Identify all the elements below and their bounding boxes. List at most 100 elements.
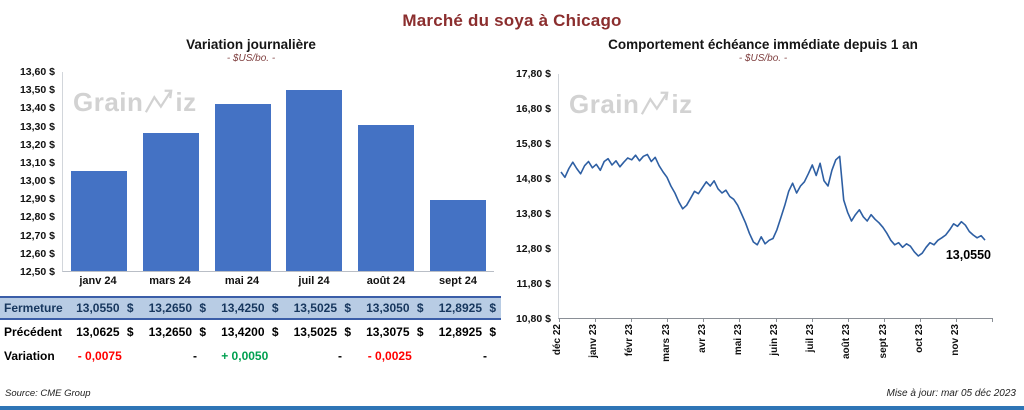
price-line-series <box>560 153 986 257</box>
price-value: 12,8925 <box>438 301 482 315</box>
variation-value: - 0,0025 <box>367 349 412 363</box>
variation-value: - 0,0075 <box>77 349 122 363</box>
currency-symbol: $ <box>126 301 134 315</box>
y-axis-label: 12,90 $ <box>19 193 55 206</box>
month-label: oct 23 <box>913 324 925 353</box>
quote-table: Fermeture 13,0550 $13,2650 $13,4250 $13,5025… <box>0 296 501 368</box>
price-value: 13,0625 <box>76 325 120 339</box>
bar-x-axis-labels: janv 24 mars 24 mai 24 juil 24 août 24 sept 2… <box>62 275 494 287</box>
x-axis-tick <box>919 318 921 322</box>
table-cell: 13,0625 $ <box>66 320 139 344</box>
price-value: 13,2650 <box>148 301 192 315</box>
y-axis-label: 13,60 $ <box>19 66 55 78</box>
currency-symbol: $ <box>126 325 134 339</box>
table-row-fermeture: Fermeture 13,0550 $13,2650 $13,4250 $13,5025… <box>0 296 501 320</box>
y-axis-label: 10,80 $ <box>515 313 551 325</box>
y-axis-label: 13,80 $ <box>515 208 551 220</box>
line-chart-title: Comportement échéance immédiate depuis 1… <box>608 37 918 52</box>
watermark-text: iz <box>175 86 197 117</box>
table-cell: + 0,0050 <box>211 344 284 368</box>
x-axis-tick <box>703 318 705 322</box>
x-axis-tick <box>775 318 777 322</box>
y-axis-label: 14,80 $ <box>515 173 551 185</box>
variation-value: + 0,0050 <box>221 349 269 363</box>
line-x-axis-labels: déc 22 janv 23 févr 23 mars 23 avr 23 mai 23 j… <box>552 319 992 377</box>
price-value: 13,5025 <box>293 301 337 315</box>
bar-mars-24 <box>142 132 199 271</box>
line-chart-subtitle: - $US/bo. - <box>738 53 788 64</box>
table-cell: 13,4200 $ <box>211 320 284 344</box>
x-axis-tick <box>559 318 560 322</box>
source-note: Source: CME Group <box>5 388 91 399</box>
table-cell: - <box>139 344 212 368</box>
currency-symbol: $ <box>199 301 206 315</box>
currency-symbol: $ <box>199 325 206 339</box>
y-axis-label: 12,80 $ <box>515 243 551 255</box>
variation-value: - <box>338 349 342 363</box>
month-label: févr 23 <box>624 324 636 357</box>
bar-mai-24 <box>214 103 271 271</box>
table-cell: - <box>429 344 502 368</box>
price-value: 13,0550 <box>76 301 120 315</box>
bar-category-label: mai 24 <box>224 275 260 287</box>
zigzag-arrow-icon <box>145 89 173 113</box>
x-axis-tick <box>883 318 885 322</box>
daily-variation-panel: Variation journalière - $US/bo. - 13,60 … <box>0 31 502 377</box>
y-axis-label: 13,40 $ <box>19 102 55 115</box>
y-axis-label: 12,70 $ <box>19 229 55 242</box>
table-cell: 12,8925 $ <box>429 320 502 344</box>
page-title: Marché du soya à Chicago <box>402 11 622 30</box>
grainwiz-watermark: Grain iz <box>73 86 197 118</box>
currency-symbol: $ <box>489 301 496 315</box>
bar-chart: 13,60 $ 13,50 $ 13,40 $ 13,30 $ 13,20 $ 13,10… <box>0 66 502 278</box>
currency-symbol: $ <box>344 301 351 315</box>
watermark-text: Grain <box>73 86 144 117</box>
line-chart: 17,80 $ 16,80 $ 15,80 $ 14,80 $ 13,80 $ 12,80… <box>502 68 1024 325</box>
y-axis-label: 16,80 $ <box>515 103 551 115</box>
y-axis-label: 11,80 $ <box>516 278 551 290</box>
table-row-precedent: Précédent 13,0625 $13,2650 $13,4200 $13,5025… <box>0 320 501 344</box>
price-value: 13,3075 <box>366 325 410 339</box>
y-axis-label: 13,10 $ <box>19 156 55 169</box>
price-value: 13,4250 <box>221 301 265 315</box>
row-label: Précédent <box>4 325 63 339</box>
row-label: Fermeture <box>4 301 63 315</box>
price-value: 12,8925 <box>438 325 482 339</box>
bar-category-label: janv 24 <box>79 275 117 287</box>
table-row-variation: Variation - 0,0075 - + 0,0050 - - 0,0025 - <box>0 344 501 368</box>
y-axis-label: 13,20 $ <box>19 138 55 151</box>
month-label: janv 23 <box>588 324 600 358</box>
table-cell: 13,0550 $ <box>66 298 139 318</box>
month-label: juil 23 <box>805 324 817 353</box>
line-plot-area: Grain iz 13,0550 <box>558 74 993 322</box>
bar-category-label: sept 24 <box>439 275 477 287</box>
bar-juil-24 <box>286 89 343 271</box>
table-cell: 13,5025 $ <box>284 320 357 344</box>
currency-symbol: $ <box>416 301 424 315</box>
x-axis-tick <box>811 318 813 322</box>
x-axis-tick <box>955 318 957 322</box>
currency-symbol: $ <box>416 325 424 339</box>
bar-sept-24 <box>430 200 487 271</box>
currency-symbol: $ <box>271 325 279 339</box>
x-axis-tick <box>847 318 849 322</box>
x-axis-tick <box>667 318 669 322</box>
variation-value: - <box>483 349 487 363</box>
bar-janv-24 <box>70 170 127 271</box>
price-value: 13,4200 <box>221 325 265 339</box>
y-axis-label: 12,80 $ <box>19 211 55 224</box>
price-value: 13,2650 <box>148 325 192 339</box>
month-label: juin 23 <box>769 324 780 356</box>
bar-y-axis: 13,60 $ 13,50 $ 13,40 $ 13,30 $ 13,20 $ 13,10… <box>0 66 62 278</box>
price-value: 13,3050 <box>366 301 410 315</box>
month-label: avr 23 <box>696 324 708 353</box>
row-label: Variation <box>4 349 55 363</box>
y-axis-label: 12,60 $ <box>19 247 55 260</box>
table-cell: 12,8925 $ <box>429 298 502 318</box>
panels: Variation journalière - $US/bo. - 13,60 … <box>0 31 1024 377</box>
month-label: sept 23 <box>877 324 889 359</box>
footer: Source: CME Group Mise à jour: mar 05 dé… <box>5 388 1016 399</box>
table-cell: - 0,0025 <box>356 344 429 368</box>
month-label: mai 23 <box>732 324 744 356</box>
